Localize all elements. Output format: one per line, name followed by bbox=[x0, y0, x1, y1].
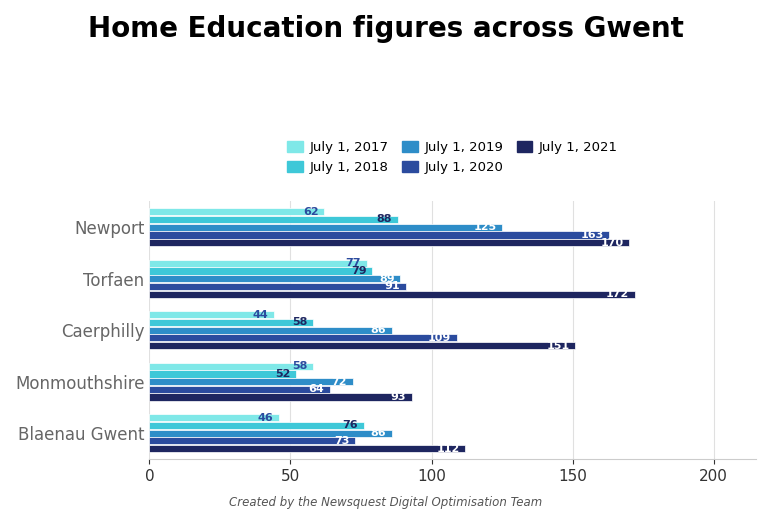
Bar bbox=[150, 231, 609, 238]
Bar bbox=[150, 394, 412, 401]
Bar bbox=[150, 342, 575, 349]
Text: 58: 58 bbox=[292, 318, 308, 327]
Bar bbox=[150, 319, 313, 326]
Bar bbox=[150, 311, 274, 318]
Bar bbox=[150, 334, 457, 341]
Bar bbox=[150, 362, 313, 370]
Bar bbox=[150, 208, 325, 215]
Text: Created by the Newsquest Digital Optimisation Team: Created by the Newsquest Digital Optimis… bbox=[229, 496, 542, 509]
Legend: July 1, 2017, July 1, 2018, July 1, 2019, July 1, 2020, July 1, 2021: July 1, 2017, July 1, 2018, July 1, 2019… bbox=[282, 136, 623, 179]
Text: Home Education figures across Gwent: Home Education figures across Gwent bbox=[88, 15, 683, 43]
Text: 86: 86 bbox=[371, 325, 386, 335]
Text: 89: 89 bbox=[379, 273, 395, 284]
Bar bbox=[150, 414, 279, 421]
Bar bbox=[150, 445, 466, 452]
Bar bbox=[150, 386, 330, 393]
Bar bbox=[150, 216, 398, 223]
Bar bbox=[150, 260, 367, 267]
Bar bbox=[150, 224, 502, 231]
Text: 64: 64 bbox=[308, 384, 325, 394]
Bar bbox=[150, 275, 400, 282]
Bar bbox=[150, 378, 352, 385]
Text: 88: 88 bbox=[376, 214, 392, 225]
Text: 170: 170 bbox=[601, 237, 624, 248]
Bar bbox=[150, 370, 296, 377]
Text: 125: 125 bbox=[473, 222, 497, 232]
Text: 86: 86 bbox=[371, 428, 386, 438]
Text: 93: 93 bbox=[391, 392, 406, 402]
Text: 46: 46 bbox=[258, 413, 274, 423]
Bar bbox=[150, 437, 355, 445]
Bar bbox=[150, 430, 392, 437]
Text: 76: 76 bbox=[342, 420, 359, 430]
Text: 44: 44 bbox=[252, 310, 268, 320]
Text: 163: 163 bbox=[581, 230, 604, 240]
Bar bbox=[150, 290, 635, 298]
Text: 151: 151 bbox=[547, 341, 570, 351]
Text: 79: 79 bbox=[351, 266, 367, 276]
Bar bbox=[150, 239, 629, 246]
Text: 172: 172 bbox=[606, 289, 629, 299]
Text: 52: 52 bbox=[275, 369, 291, 379]
Bar bbox=[150, 283, 406, 290]
Bar bbox=[150, 267, 372, 274]
Bar bbox=[150, 422, 364, 429]
Text: 62: 62 bbox=[303, 207, 318, 217]
Text: 91: 91 bbox=[385, 281, 400, 291]
Text: 77: 77 bbox=[345, 258, 361, 268]
Text: 73: 73 bbox=[335, 436, 350, 446]
Text: 58: 58 bbox=[292, 361, 308, 371]
Text: 72: 72 bbox=[332, 377, 347, 387]
Text: 109: 109 bbox=[428, 333, 451, 343]
Text: 112: 112 bbox=[436, 444, 460, 453]
Bar bbox=[150, 326, 392, 334]
